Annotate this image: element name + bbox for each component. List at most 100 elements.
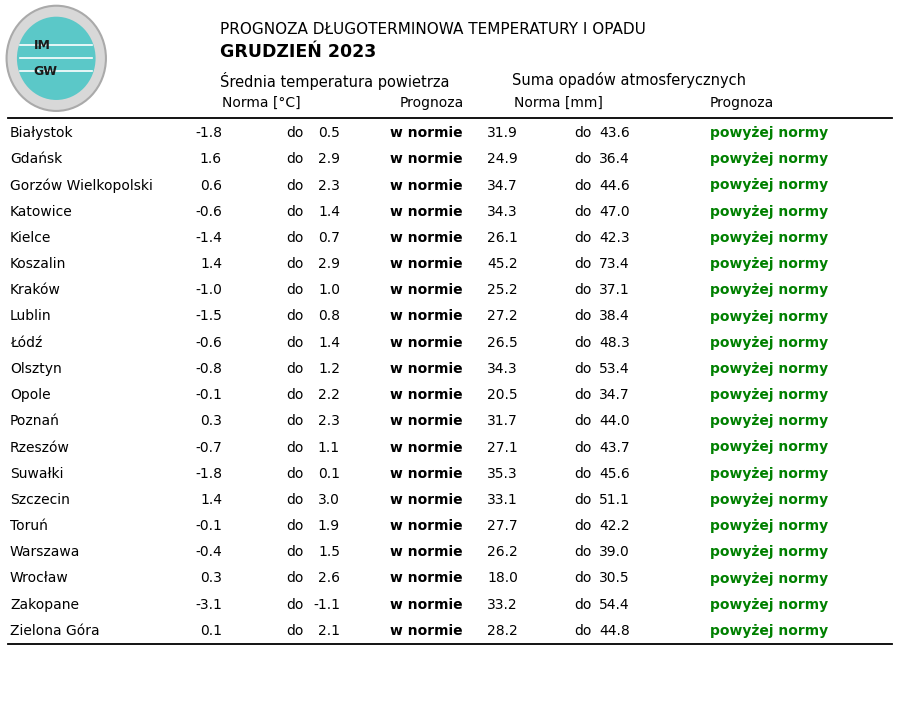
Text: -1.8: -1.8 (195, 467, 222, 481)
Text: w normie: w normie (390, 467, 463, 481)
Text: do: do (574, 467, 591, 481)
Text: 0.1: 0.1 (318, 467, 340, 481)
Text: 42.2: 42.2 (599, 519, 630, 533)
Text: 1.0: 1.0 (318, 284, 340, 298)
Text: do: do (574, 414, 591, 428)
Text: do: do (574, 126, 591, 140)
Text: 2.3: 2.3 (318, 178, 340, 192)
Text: powyżej normy: powyżej normy (710, 310, 828, 324)
Text: Wrocław: Wrocław (10, 571, 68, 585)
Text: 44.0: 44.0 (599, 414, 630, 428)
Text: IM: IM (33, 39, 50, 52)
Text: w normie: w normie (390, 126, 463, 140)
Text: Olsztyn: Olsztyn (10, 362, 62, 376)
Text: powyżej normy: powyżej normy (710, 152, 828, 166)
Text: do: do (574, 362, 591, 376)
Text: Szczecin: Szczecin (10, 493, 70, 507)
Text: 34.3: 34.3 (488, 205, 518, 218)
Text: 1.2: 1.2 (318, 362, 340, 376)
Text: 35.3: 35.3 (488, 467, 518, 481)
Text: w normie: w normie (390, 152, 463, 166)
Text: -0.6: -0.6 (195, 336, 222, 350)
Text: w normie: w normie (390, 178, 463, 192)
Text: Toruń: Toruń (10, 519, 48, 533)
Text: do: do (286, 362, 303, 376)
Text: 45.6: 45.6 (599, 467, 630, 481)
Text: w normie: w normie (390, 257, 463, 271)
Text: powyżej normy: powyżej normy (710, 597, 828, 612)
Text: -1.8: -1.8 (195, 126, 222, 140)
Text: 34.7: 34.7 (599, 388, 630, 402)
Text: 54.4: 54.4 (599, 597, 630, 612)
Circle shape (17, 17, 95, 100)
Text: do: do (286, 571, 303, 585)
Text: powyżej normy: powyżej normy (710, 414, 828, 428)
Text: Kielce: Kielce (10, 231, 51, 245)
Text: 26.2: 26.2 (487, 545, 518, 559)
Text: 2.3: 2.3 (318, 414, 340, 428)
Text: Rzeszów: Rzeszów (10, 440, 70, 455)
Text: w normie: w normie (390, 545, 463, 559)
Text: 33.1: 33.1 (487, 493, 518, 507)
Text: do: do (286, 336, 303, 350)
Text: 36.4: 36.4 (599, 152, 630, 166)
Text: -0.4: -0.4 (195, 545, 222, 559)
Text: 27.1: 27.1 (487, 440, 518, 455)
Text: do: do (574, 519, 591, 533)
Text: 2.2: 2.2 (318, 388, 340, 402)
Text: Katowice: Katowice (10, 205, 73, 218)
Text: w normie: w normie (390, 414, 463, 428)
Text: Norma [mm]: Norma [mm] (514, 96, 603, 110)
Text: 2.9: 2.9 (318, 257, 340, 271)
Text: do: do (286, 414, 303, 428)
Text: do: do (286, 126, 303, 140)
Text: powyżej normy: powyżej normy (710, 205, 828, 218)
Text: powyżej normy: powyżej normy (710, 231, 828, 245)
Text: w normie: w normie (390, 440, 463, 455)
Text: -0.7: -0.7 (195, 440, 222, 455)
Text: -0.6: -0.6 (195, 205, 222, 218)
Text: Opole: Opole (10, 388, 50, 402)
Text: 42.3: 42.3 (599, 231, 630, 245)
Text: PROGNOZA DŁUGOTERMINOWA TEMPERATURY I OPADU: PROGNOZA DŁUGOTERMINOWA TEMPERATURY I OP… (220, 22, 646, 37)
Text: Gorzów Wielkopolski: Gorzów Wielkopolski (10, 178, 153, 193)
Text: 30.5: 30.5 (599, 571, 630, 585)
Text: powyżej normy: powyżej normy (710, 493, 828, 507)
Text: 48.3: 48.3 (599, 336, 630, 350)
Text: 43.7: 43.7 (599, 440, 630, 455)
Text: do: do (574, 597, 591, 612)
Text: do: do (286, 310, 303, 324)
Text: -0.1: -0.1 (195, 388, 222, 402)
Text: Suwałki: Suwałki (10, 467, 64, 481)
Text: 27.2: 27.2 (488, 310, 518, 324)
Text: do: do (574, 545, 591, 559)
Text: 3.0: 3.0 (318, 493, 340, 507)
Text: w normie: w normie (390, 493, 463, 507)
Text: 25.2: 25.2 (488, 284, 518, 298)
Text: powyżej normy: powyżej normy (710, 388, 828, 402)
Text: 0.3: 0.3 (200, 571, 222, 585)
Text: powyżej normy: powyżej normy (710, 467, 828, 481)
Text: Warszawa: Warszawa (10, 545, 80, 559)
Text: 1.5: 1.5 (318, 545, 340, 559)
Text: 0.5: 0.5 (318, 126, 340, 140)
Text: Suma opadów atmosferycznych: Suma opadów atmosferycznych (512, 72, 746, 88)
Text: 51.1: 51.1 (599, 493, 630, 507)
Text: -1.1: -1.1 (313, 597, 340, 612)
Text: Średnia temperatura powietrza: Średnia temperatura powietrza (220, 72, 449, 90)
Text: powyżej normy: powyżej normy (710, 519, 828, 533)
Text: do: do (286, 597, 303, 612)
Text: 24.9: 24.9 (487, 152, 518, 166)
Text: do: do (574, 231, 591, 245)
Text: Poznań: Poznań (10, 414, 60, 428)
Text: Łódź: Łódź (10, 336, 42, 350)
Text: 45.2: 45.2 (488, 257, 518, 271)
Text: -0.1: -0.1 (195, 519, 222, 533)
Text: w normie: w normie (390, 310, 463, 324)
Text: -1.4: -1.4 (195, 231, 222, 245)
Text: powyżej normy: powyżej normy (710, 178, 828, 192)
Text: do: do (574, 624, 591, 638)
Text: 73.4: 73.4 (599, 257, 630, 271)
Text: 31.9: 31.9 (487, 126, 518, 140)
Text: Gdańsk: Gdańsk (10, 152, 62, 166)
